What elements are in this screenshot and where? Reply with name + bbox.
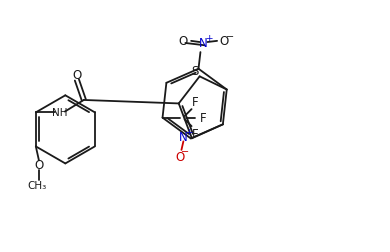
Text: O: O: [72, 69, 82, 82]
Text: S: S: [191, 65, 199, 77]
Text: O: O: [179, 35, 188, 48]
Text: F: F: [199, 112, 206, 125]
Text: −: −: [226, 32, 234, 42]
Text: +: +: [185, 127, 192, 136]
Text: F: F: [192, 128, 199, 141]
Text: −: −: [181, 146, 189, 156]
Text: NH: NH: [52, 108, 67, 118]
Text: N: N: [179, 130, 188, 143]
Text: N: N: [199, 37, 208, 50]
Text: CH₃: CH₃: [27, 180, 47, 190]
Text: F: F: [192, 96, 199, 108]
Text: O: O: [175, 150, 184, 163]
Text: O: O: [220, 35, 229, 48]
Text: O: O: [34, 159, 44, 172]
Text: +: +: [205, 34, 213, 43]
